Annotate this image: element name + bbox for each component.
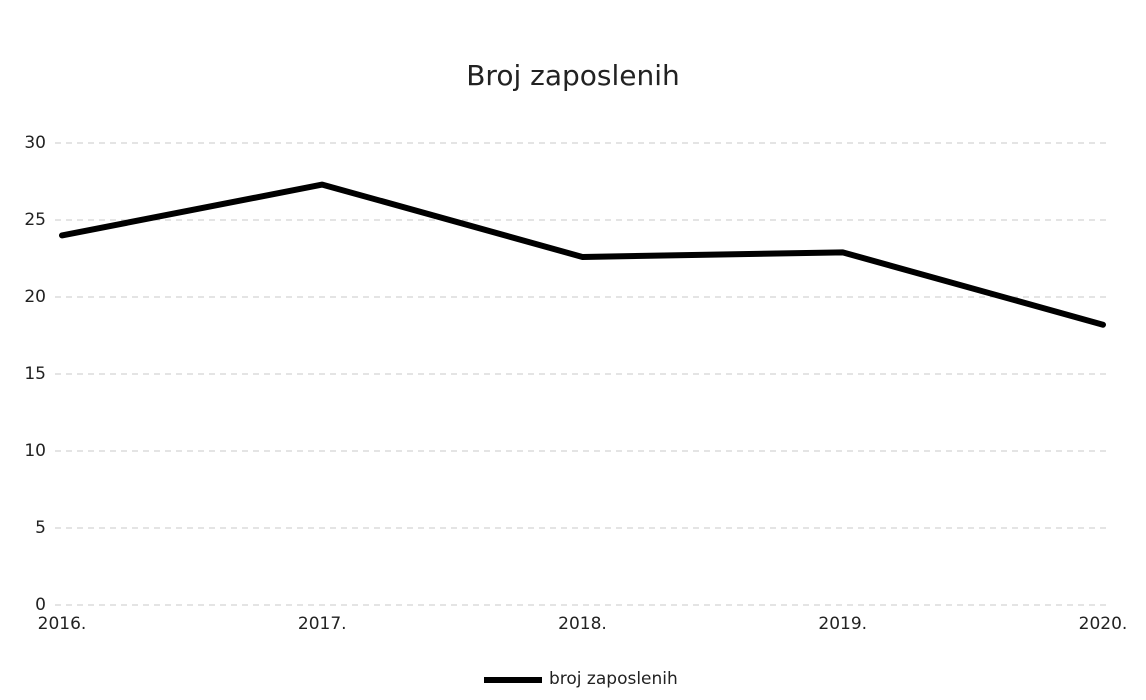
- y-tick-label: 0: [35, 595, 46, 615]
- y-tick-label: 30: [24, 133, 46, 153]
- y-tick-label: 5: [35, 518, 46, 538]
- y-tick-label: 25: [24, 210, 46, 230]
- y-tick-label: 10: [24, 441, 46, 461]
- x-tick-label: 2019.: [818, 614, 867, 634]
- x-tick-label: 2020.: [1079, 614, 1128, 634]
- x-tick-label: 2018.: [558, 614, 607, 634]
- chart-title: Broj zaposlenih: [466, 59, 680, 92]
- y-tick-label: 20: [24, 287, 46, 307]
- data-line: [59, 181, 1106, 328]
- legend-label: broj zaposlenih: [549, 669, 678, 689]
- y-tick-label: 15: [24, 364, 46, 384]
- x-tick-label: 2016.: [38, 614, 87, 634]
- x-tick-label: 2017.: [298, 614, 347, 634]
